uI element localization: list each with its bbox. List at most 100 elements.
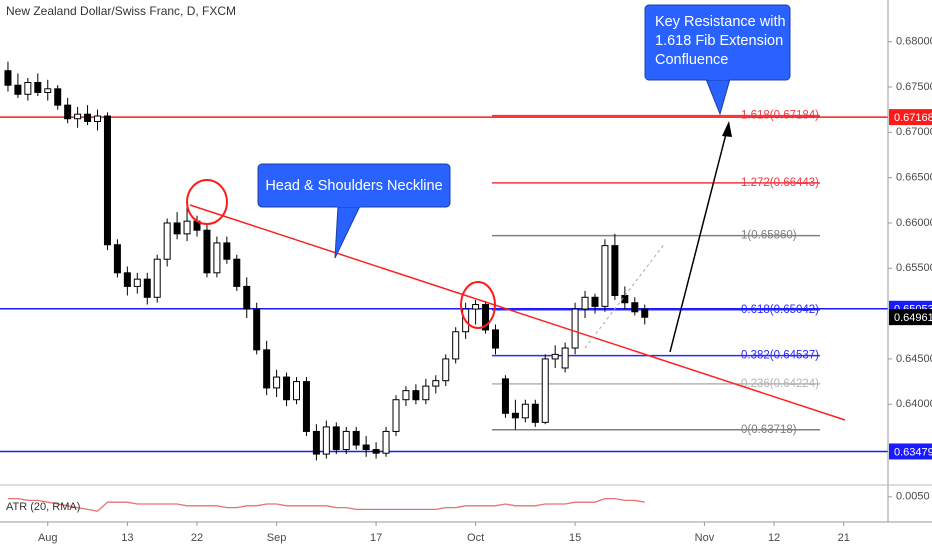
candle-body xyxy=(292,381,300,401)
y-tick-label: 0.67000 xyxy=(896,126,932,138)
candle-body xyxy=(34,81,42,93)
callout-join xyxy=(707,76,729,80)
candle-body xyxy=(402,390,410,401)
atr-line xyxy=(8,497,645,512)
candle-body xyxy=(571,308,579,349)
fib-label: 1(0.65860) xyxy=(741,230,797,242)
x-tick-label: 15 xyxy=(569,532,581,544)
candle-body xyxy=(432,380,440,387)
candle-body xyxy=(372,449,380,454)
candle-body xyxy=(412,390,420,401)
callout-resistance: Key Resistance with 1.618 Fib Extension … xyxy=(644,4,791,116)
shoulder-circle xyxy=(460,281,496,329)
fib-label: 0.236(0.64224) xyxy=(741,378,819,390)
candle-body xyxy=(541,358,549,423)
candle-body xyxy=(84,113,92,122)
candle-body xyxy=(601,245,609,307)
y-tick-label: 0.65500 xyxy=(896,262,932,274)
price-tag-label: 0.67168 xyxy=(894,112,932,124)
candle-body xyxy=(551,353,559,360)
y2-tick-label: 0.0050 xyxy=(896,491,930,503)
callout-text: Head & Shoulders Neckline xyxy=(265,178,442,194)
candle-body xyxy=(283,376,291,401)
candle-body xyxy=(14,84,22,95)
candle-body xyxy=(322,426,330,455)
fib-label: 0.618(0.65042) xyxy=(741,304,819,316)
x-tick-label: Sep xyxy=(267,532,287,544)
fib-label: 0.382(0.64537) xyxy=(741,350,819,362)
candle-body xyxy=(352,430,360,446)
x-tick-label: 17 xyxy=(370,532,382,544)
price-tag xyxy=(889,443,932,460)
candle-body xyxy=(302,381,310,432)
candle-body xyxy=(133,278,141,287)
candle-body xyxy=(173,222,181,235)
candle-body xyxy=(312,430,320,455)
x-tick-label: Aug xyxy=(38,532,58,544)
candle-body xyxy=(482,304,490,331)
y-tick-label: 0.64500 xyxy=(896,353,932,365)
y-tick-label: 0.64000 xyxy=(896,398,932,410)
chart-title: New Zealand Dollar/Swiss Franc, D, FXCM xyxy=(6,4,236,18)
candle-body xyxy=(163,222,171,260)
candle-body xyxy=(382,430,390,454)
fib-label: 1.272(0.66443) xyxy=(741,177,819,189)
x-tick-label: 21 xyxy=(838,532,850,544)
candle-body xyxy=(263,349,271,389)
neckline xyxy=(189,204,846,421)
candle-body xyxy=(103,115,111,246)
callout-text: Key Resistance with xyxy=(655,14,786,30)
callout-join xyxy=(337,203,361,207)
x-tick-label: Nov xyxy=(695,532,715,544)
candle-body xyxy=(422,385,430,401)
indicator-label: ATR (20, RMA) xyxy=(6,501,80,513)
candle-body xyxy=(243,285,251,310)
candle-body xyxy=(342,430,350,451)
price-tag-label: 0.63479 xyxy=(894,446,932,458)
fib-trend xyxy=(584,242,666,349)
y-tick-label: 0.68000 xyxy=(896,36,932,48)
price-tag xyxy=(889,309,932,326)
candle-body xyxy=(54,88,62,106)
y-tick-label: 0.66000 xyxy=(896,217,932,229)
candle-body xyxy=(362,444,370,451)
candle-body xyxy=(561,347,569,369)
candle-body xyxy=(143,278,151,298)
x-tick-label: 12 xyxy=(768,532,780,544)
arrow-head xyxy=(722,121,732,137)
candle-body xyxy=(511,412,519,419)
candle-body xyxy=(472,304,480,310)
candle-body xyxy=(123,272,131,287)
y-tick-label: 0.66500 xyxy=(896,172,932,184)
candle-body xyxy=(332,426,340,451)
fib-label: 1.618(0.67184) xyxy=(741,110,819,122)
candle-body xyxy=(273,376,281,389)
price-tag xyxy=(889,109,932,126)
candle-body xyxy=(203,229,211,274)
candle-body xyxy=(442,358,450,382)
head-circle xyxy=(186,179,228,225)
candle-body xyxy=(581,296,589,310)
x-tick-label: Oct xyxy=(467,532,484,544)
candle-body xyxy=(253,308,261,351)
x-tick-label: 22 xyxy=(191,532,203,544)
candle-body xyxy=(591,296,599,307)
callout-neckline: Head & Shoulders Neckline xyxy=(257,163,451,259)
candle-body xyxy=(223,242,231,260)
candle-body xyxy=(501,378,509,414)
candle-body xyxy=(641,308,649,318)
candle-body xyxy=(94,115,102,122)
candle-body xyxy=(4,70,12,86)
fib-label: 0(0.63718) xyxy=(741,424,797,436)
candle-body xyxy=(611,245,619,296)
candle-body xyxy=(213,242,221,274)
candle-body xyxy=(24,81,32,95)
callout-text: Confluence xyxy=(655,52,728,68)
candle-body xyxy=(74,113,82,120)
candle-body xyxy=(113,244,121,274)
candle-body xyxy=(531,403,539,423)
price-tag-label: 0.64961 xyxy=(894,312,932,324)
y-tick-label: 0.67500 xyxy=(896,81,932,93)
